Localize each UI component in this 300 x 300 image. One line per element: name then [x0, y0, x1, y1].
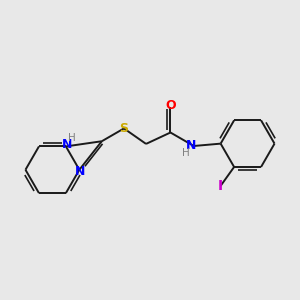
Text: N: N	[61, 139, 72, 152]
Text: H: H	[68, 133, 76, 143]
Text: S: S	[119, 122, 128, 135]
Text: O: O	[165, 99, 176, 112]
Text: N: N	[186, 139, 196, 152]
Text: H: H	[182, 148, 190, 158]
Text: N: N	[75, 165, 85, 178]
Text: I: I	[218, 179, 223, 193]
